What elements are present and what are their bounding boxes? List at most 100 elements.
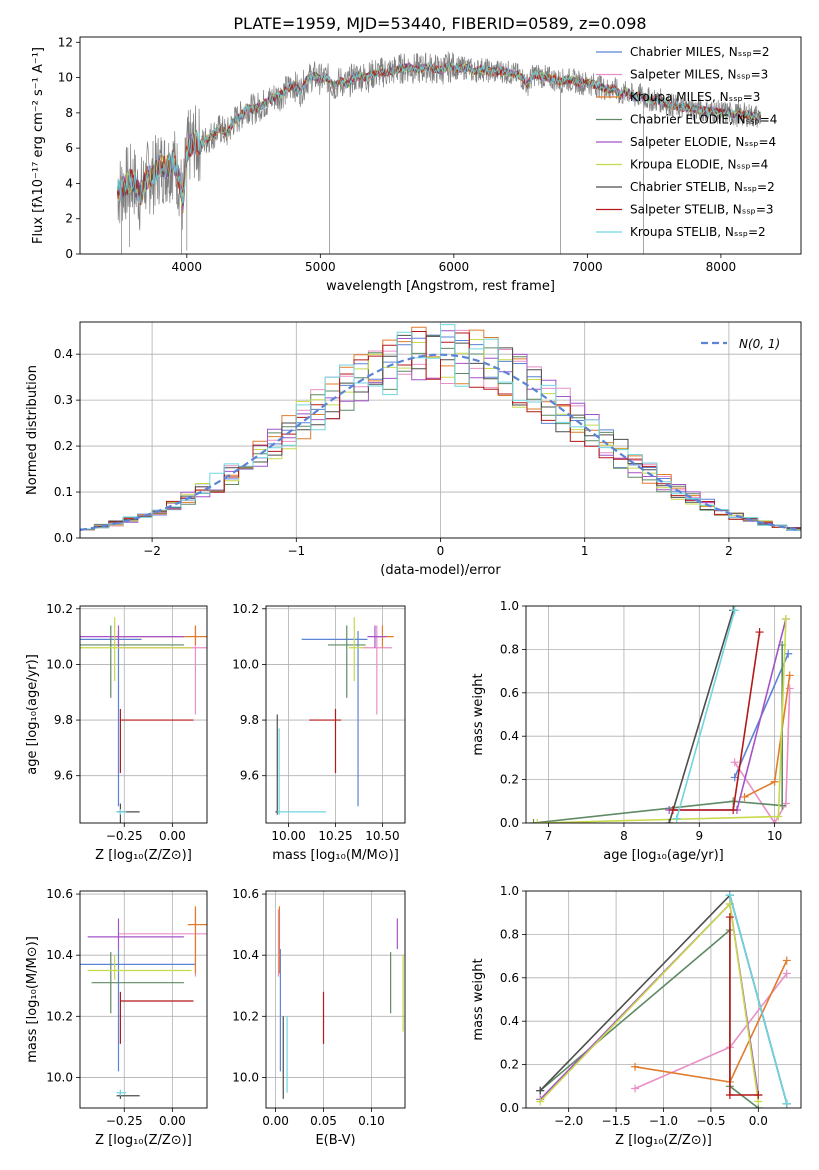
legend-label: Kroupa ELODIE, Nₛₛₚ=4 xyxy=(630,158,768,172)
y-tick-label: 0.4 xyxy=(500,729,519,743)
y-tick-label: 0.0 xyxy=(54,531,73,545)
errorbar-kroupa-miles xyxy=(114,625,207,645)
weight-marker xyxy=(536,1086,545,1095)
axes-frame xyxy=(525,605,802,824)
y-tick-label: 4 xyxy=(65,176,73,190)
y-tick-label: 0.8 xyxy=(500,927,519,941)
x-tick-label: 5000 xyxy=(305,260,336,274)
y-axis-label: mass weight xyxy=(471,958,486,1040)
weight-marker xyxy=(755,628,764,637)
axes-frame xyxy=(79,36,802,255)
y-tick-label: 10.6 xyxy=(232,887,259,901)
axes-frame xyxy=(79,890,208,1109)
y-tick-label: 9.6 xyxy=(54,769,73,783)
legend-label: Salpeter STELIB, Nₛₛₚ=3 xyxy=(630,203,774,217)
weights-kroupa-stelib xyxy=(725,891,791,1108)
weight-marker xyxy=(533,819,542,823)
errorbar-salpeter-miles xyxy=(361,625,392,715)
x-tick-label: −2.0 xyxy=(554,1114,583,1128)
x-tick-label: 7 xyxy=(545,829,553,843)
panel-spectrum: 4000 5000 6000 7000 8000 0 2 4 6 8 10 12 wavelength … xyxy=(31,35,802,294)
legend: N(0, 1) xyxy=(701,337,780,351)
weights-chabrier-elodie xyxy=(536,926,763,1108)
weights-salpeter-stelib xyxy=(725,913,763,1099)
legend-label: Kroupa MILES, Nₛₛₚ=3 xyxy=(630,90,760,104)
x-tick-label: 6000 xyxy=(439,260,470,274)
x-axis-label: age [log₁₀(age/yr)] xyxy=(603,848,724,863)
plot-area xyxy=(117,51,762,254)
weight-line xyxy=(729,895,788,1104)
y-tick-label: 9.8 xyxy=(54,713,73,727)
weight-marker xyxy=(729,797,738,806)
weight-marker xyxy=(785,684,794,693)
y-tick-label: 12 xyxy=(58,35,73,49)
legend-label: Chabrier MILES, Nₛₛₚ=2 xyxy=(630,45,770,59)
x-tick-label: −2 xyxy=(143,544,161,558)
y-tick-label: 0.2 xyxy=(500,1058,519,1072)
weight-marker xyxy=(730,606,739,615)
legend: Chabrier MILES, Nₛₛₚ=2 Salpeter MILES, Nₛ… xyxy=(596,45,777,239)
errorbar-chabrier-miles xyxy=(301,631,368,807)
y-tick-label: 10.6 xyxy=(46,887,73,901)
plot-area xyxy=(80,891,207,1108)
y-tick-label: 9.6 xyxy=(240,769,259,783)
weight-marker xyxy=(529,819,538,823)
errorbar-salpeter-miles xyxy=(118,909,207,977)
legend-label: Kroupa STELIB, Nₛₛₚ=2 xyxy=(630,225,766,239)
x-tick-label: −1.0 xyxy=(649,1114,678,1128)
errorbar-salpeter-stelib xyxy=(309,708,342,773)
weight-marker xyxy=(785,671,794,680)
y-tick-label: 0.0 xyxy=(500,1101,519,1115)
y-tick-label: 10.0 xyxy=(46,1070,73,1084)
x-tick-label: 10.50 xyxy=(365,829,399,843)
x-tick-label: −1.5 xyxy=(602,1114,631,1128)
y-tick-label: 0.0 xyxy=(500,816,519,830)
x-tick-label: 8 xyxy=(620,829,628,843)
y-tick-label: 10.2 xyxy=(46,1009,73,1023)
plot-area xyxy=(80,322,801,538)
y-tick-label: 1.0 xyxy=(500,599,519,613)
legend-label: Chabrier ELODIE, Nₛₛₚ=4 xyxy=(630,113,777,127)
legend-label: Salpeter MILES, Nₛₛₚ=3 xyxy=(630,68,768,82)
y-tick-label: 0.3 xyxy=(54,393,73,407)
plot-area xyxy=(80,606,207,823)
errorbar-kroupa-elodie xyxy=(80,617,192,682)
panel-Z-mass: −0.25 0.00 10.0 10.2 10.4 10.6 Z [log₁₀(Z/Z⊙)]… xyxy=(25,887,208,1148)
y-tick-label: 6 xyxy=(65,141,73,155)
x-tick-label: 0.00 xyxy=(159,1114,186,1128)
x-tick-label: −0.25 xyxy=(106,1114,143,1128)
weight-marker xyxy=(770,819,779,823)
errorbar-kroupa-elodie xyxy=(87,955,192,980)
x-axis-label: mass [log₁₀(M/M⊙)] xyxy=(272,848,399,863)
errorbar-kroupa-stelib xyxy=(277,728,327,815)
axes-frame xyxy=(265,890,406,1109)
y-tick-label: 10.4 xyxy=(232,948,259,962)
x-tick-label: −0.25 xyxy=(106,829,143,843)
x-tick-label: 0.00 xyxy=(159,829,186,843)
errorbar-chabrier-elodie xyxy=(327,625,366,698)
errorbar-chabrier-elodie xyxy=(80,625,184,698)
legend-label: N(0, 1) xyxy=(739,337,780,351)
errorbar-chabrier-miles xyxy=(80,631,142,807)
y-tick-label: 0.1 xyxy=(54,485,73,499)
observed-spectrum xyxy=(117,51,762,231)
weight-marker xyxy=(754,1090,763,1099)
panel-ebv-mass: 0.00 0.05 0.10 10.0 10.2 10.4 10.6 E(B-V) xyxy=(232,887,406,1148)
x-axis-label: Z [log₁₀(Z/Z⊙)] xyxy=(615,1133,712,1148)
weight-marker xyxy=(774,812,783,821)
weights-kroupa-miles xyxy=(740,671,794,801)
weight-marker xyxy=(631,1062,640,1071)
weights-salpeter-stelib xyxy=(668,628,764,814)
y-axis-label: age [log₁₀(age/yr)] xyxy=(25,654,40,775)
weight-marker xyxy=(782,956,791,965)
legend-label: Salpeter ELODIE, Nₛₛₚ=4 xyxy=(630,135,776,149)
y-tick-label: 10 xyxy=(58,71,73,85)
x-tick-label: 0.00 xyxy=(262,1114,289,1128)
weights-kroupa-elodie xyxy=(533,615,790,823)
panel-mass-age: 10.00 10.25 10.50 9.6 9.8 10.0 10.2 mass [log₁₀… xyxy=(232,602,406,863)
x-tick-label: 10.00 xyxy=(271,829,305,843)
x-axis-label: wavelength [Angstrom, rest frame] xyxy=(326,279,555,294)
weight-marker xyxy=(725,891,734,900)
x-tick-label: 0 xyxy=(437,544,445,558)
